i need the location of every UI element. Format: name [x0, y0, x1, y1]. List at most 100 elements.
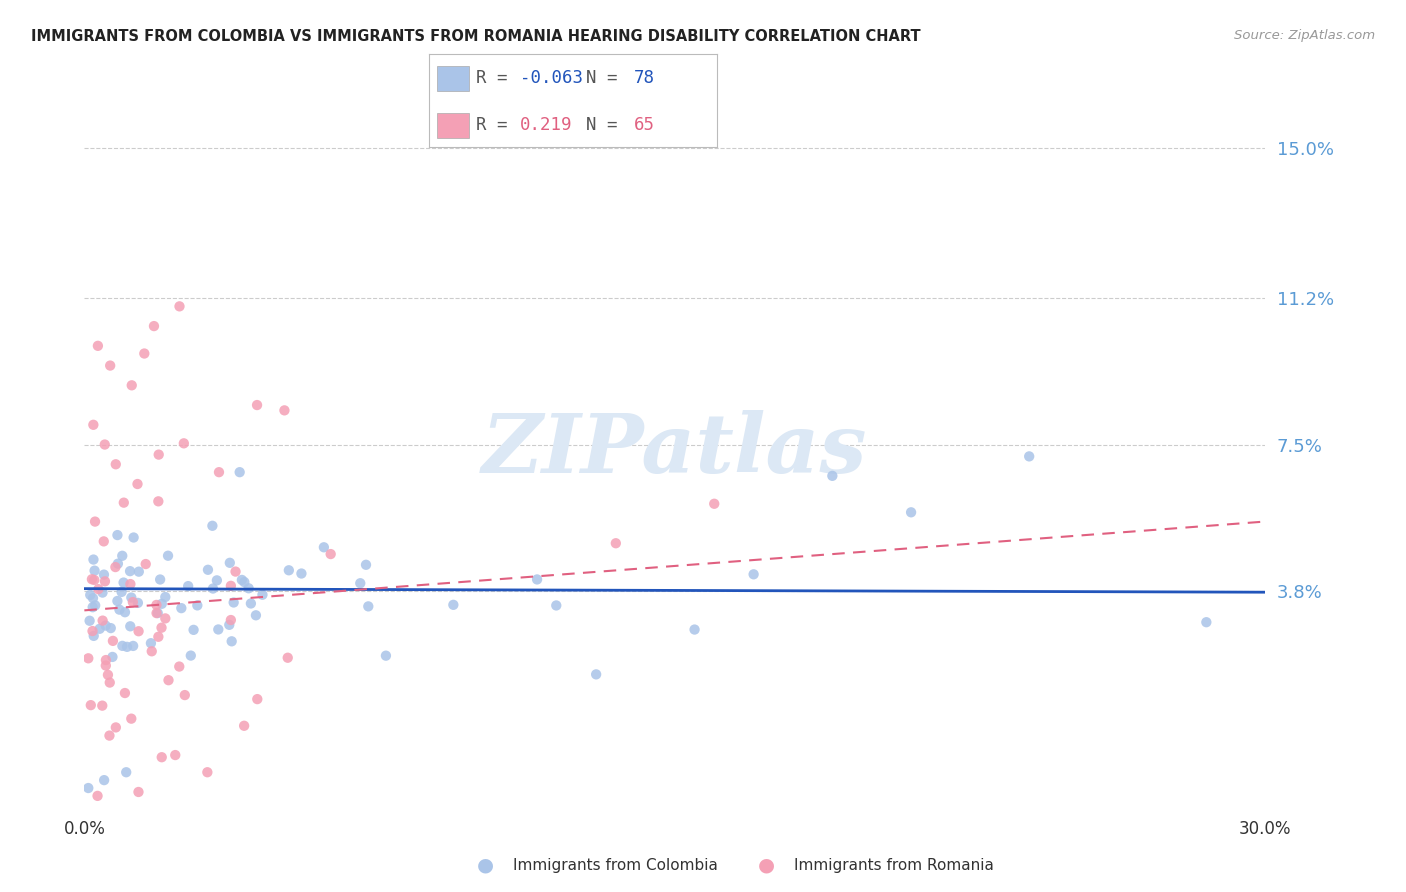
Point [107, 594, 129, 608]
Point [526, 573, 548, 587]
Point [605, 536, 627, 550]
Point [155, 611, 177, 625]
Point [82, 624, 104, 638]
Text: ●: ● [477, 855, 494, 875]
Point [218, 617, 240, 632]
Point [120, 619, 142, 633]
Point [89, 622, 111, 636]
Point [246, 692, 269, 706]
Point [82, 417, 104, 432]
Point [150, 597, 173, 611]
Point [108, 602, 131, 616]
Point [128, 624, 150, 639]
Point [319, 547, 342, 561]
Point [177, 579, 200, 593]
FancyBboxPatch shape [437, 112, 470, 138]
Point [821, 468, 844, 483]
Point [222, 595, 245, 609]
Text: N =: N = [586, 70, 628, 87]
Point [135, 557, 157, 571]
Point [82, 591, 104, 606]
Point [900, 505, 922, 519]
Point [84, 599, 107, 613]
Point [231, 573, 253, 587]
Point [148, 494, 170, 508]
Point [79, 588, 101, 602]
Point [585, 667, 607, 681]
Point [239, 597, 262, 611]
Point [157, 673, 180, 688]
Point [165, 747, 187, 762]
Point [238, 582, 260, 596]
Point [277, 650, 299, 665]
Point [225, 565, 247, 579]
Point [77, 780, 100, 795]
FancyBboxPatch shape [437, 66, 470, 91]
Point [127, 477, 149, 491]
Point [252, 588, 274, 602]
Point [107, 557, 129, 571]
Point [145, 598, 167, 612]
Point [546, 599, 568, 613]
Point [93, 773, 115, 788]
Point [195, 765, 218, 780]
Point [120, 712, 142, 726]
Point [91, 698, 114, 713]
Point [114, 605, 136, 619]
Point [169, 299, 191, 313]
Text: Immigrants from Romania: Immigrants from Romania [794, 858, 994, 872]
Point [146, 606, 169, 620]
Point [354, 558, 377, 572]
Point [155, 590, 177, 604]
Point [79, 614, 101, 628]
Text: IMMIGRANTS FROM COLOMBIA VS IMMIGRANTS FROM ROMANIA HEARING DISABILITY CORRELATI: IMMIGRANTS FROM COLOMBIA VS IMMIGRANTS F… [31, 29, 921, 44]
Text: ●: ● [758, 855, 775, 875]
Point [94, 653, 117, 667]
Point [128, 565, 150, 579]
Point [98, 729, 121, 743]
Text: Immigrants from Colombia: Immigrants from Colombia [513, 858, 718, 872]
Point [121, 595, 143, 609]
Point [120, 591, 142, 605]
Point [219, 613, 242, 627]
Point [150, 750, 173, 764]
Point [98, 675, 121, 690]
Point [139, 636, 162, 650]
Point [111, 639, 134, 653]
Point [104, 720, 127, 734]
Point [134, 346, 156, 360]
Point [169, 659, 191, 673]
Point [94, 437, 117, 451]
Point [122, 639, 145, 653]
Point [742, 567, 765, 582]
Text: R =: R = [477, 116, 529, 134]
Point [357, 599, 380, 614]
Point [145, 606, 167, 620]
Point [312, 541, 335, 555]
Point [441, 598, 464, 612]
Point [173, 436, 195, 450]
Point [87, 339, 110, 353]
Point [205, 574, 228, 588]
Point [197, 563, 219, 577]
Point [114, 686, 136, 700]
Point [110, 585, 132, 599]
Point [150, 621, 173, 635]
Point [273, 403, 295, 417]
Point [118, 564, 141, 578]
Point [80, 698, 103, 713]
Point [141, 644, 163, 658]
Point [101, 633, 124, 648]
Point [180, 648, 202, 663]
Point [121, 378, 143, 392]
Text: ZIPatlas: ZIPatlas [482, 410, 868, 491]
Text: 65: 65 [634, 116, 654, 134]
Point [82, 600, 104, 615]
Point [112, 496, 135, 510]
Point [207, 623, 229, 637]
Point [111, 549, 134, 563]
Point [82, 552, 104, 566]
Point [83, 573, 105, 587]
Point [277, 563, 299, 577]
Point [245, 608, 267, 623]
